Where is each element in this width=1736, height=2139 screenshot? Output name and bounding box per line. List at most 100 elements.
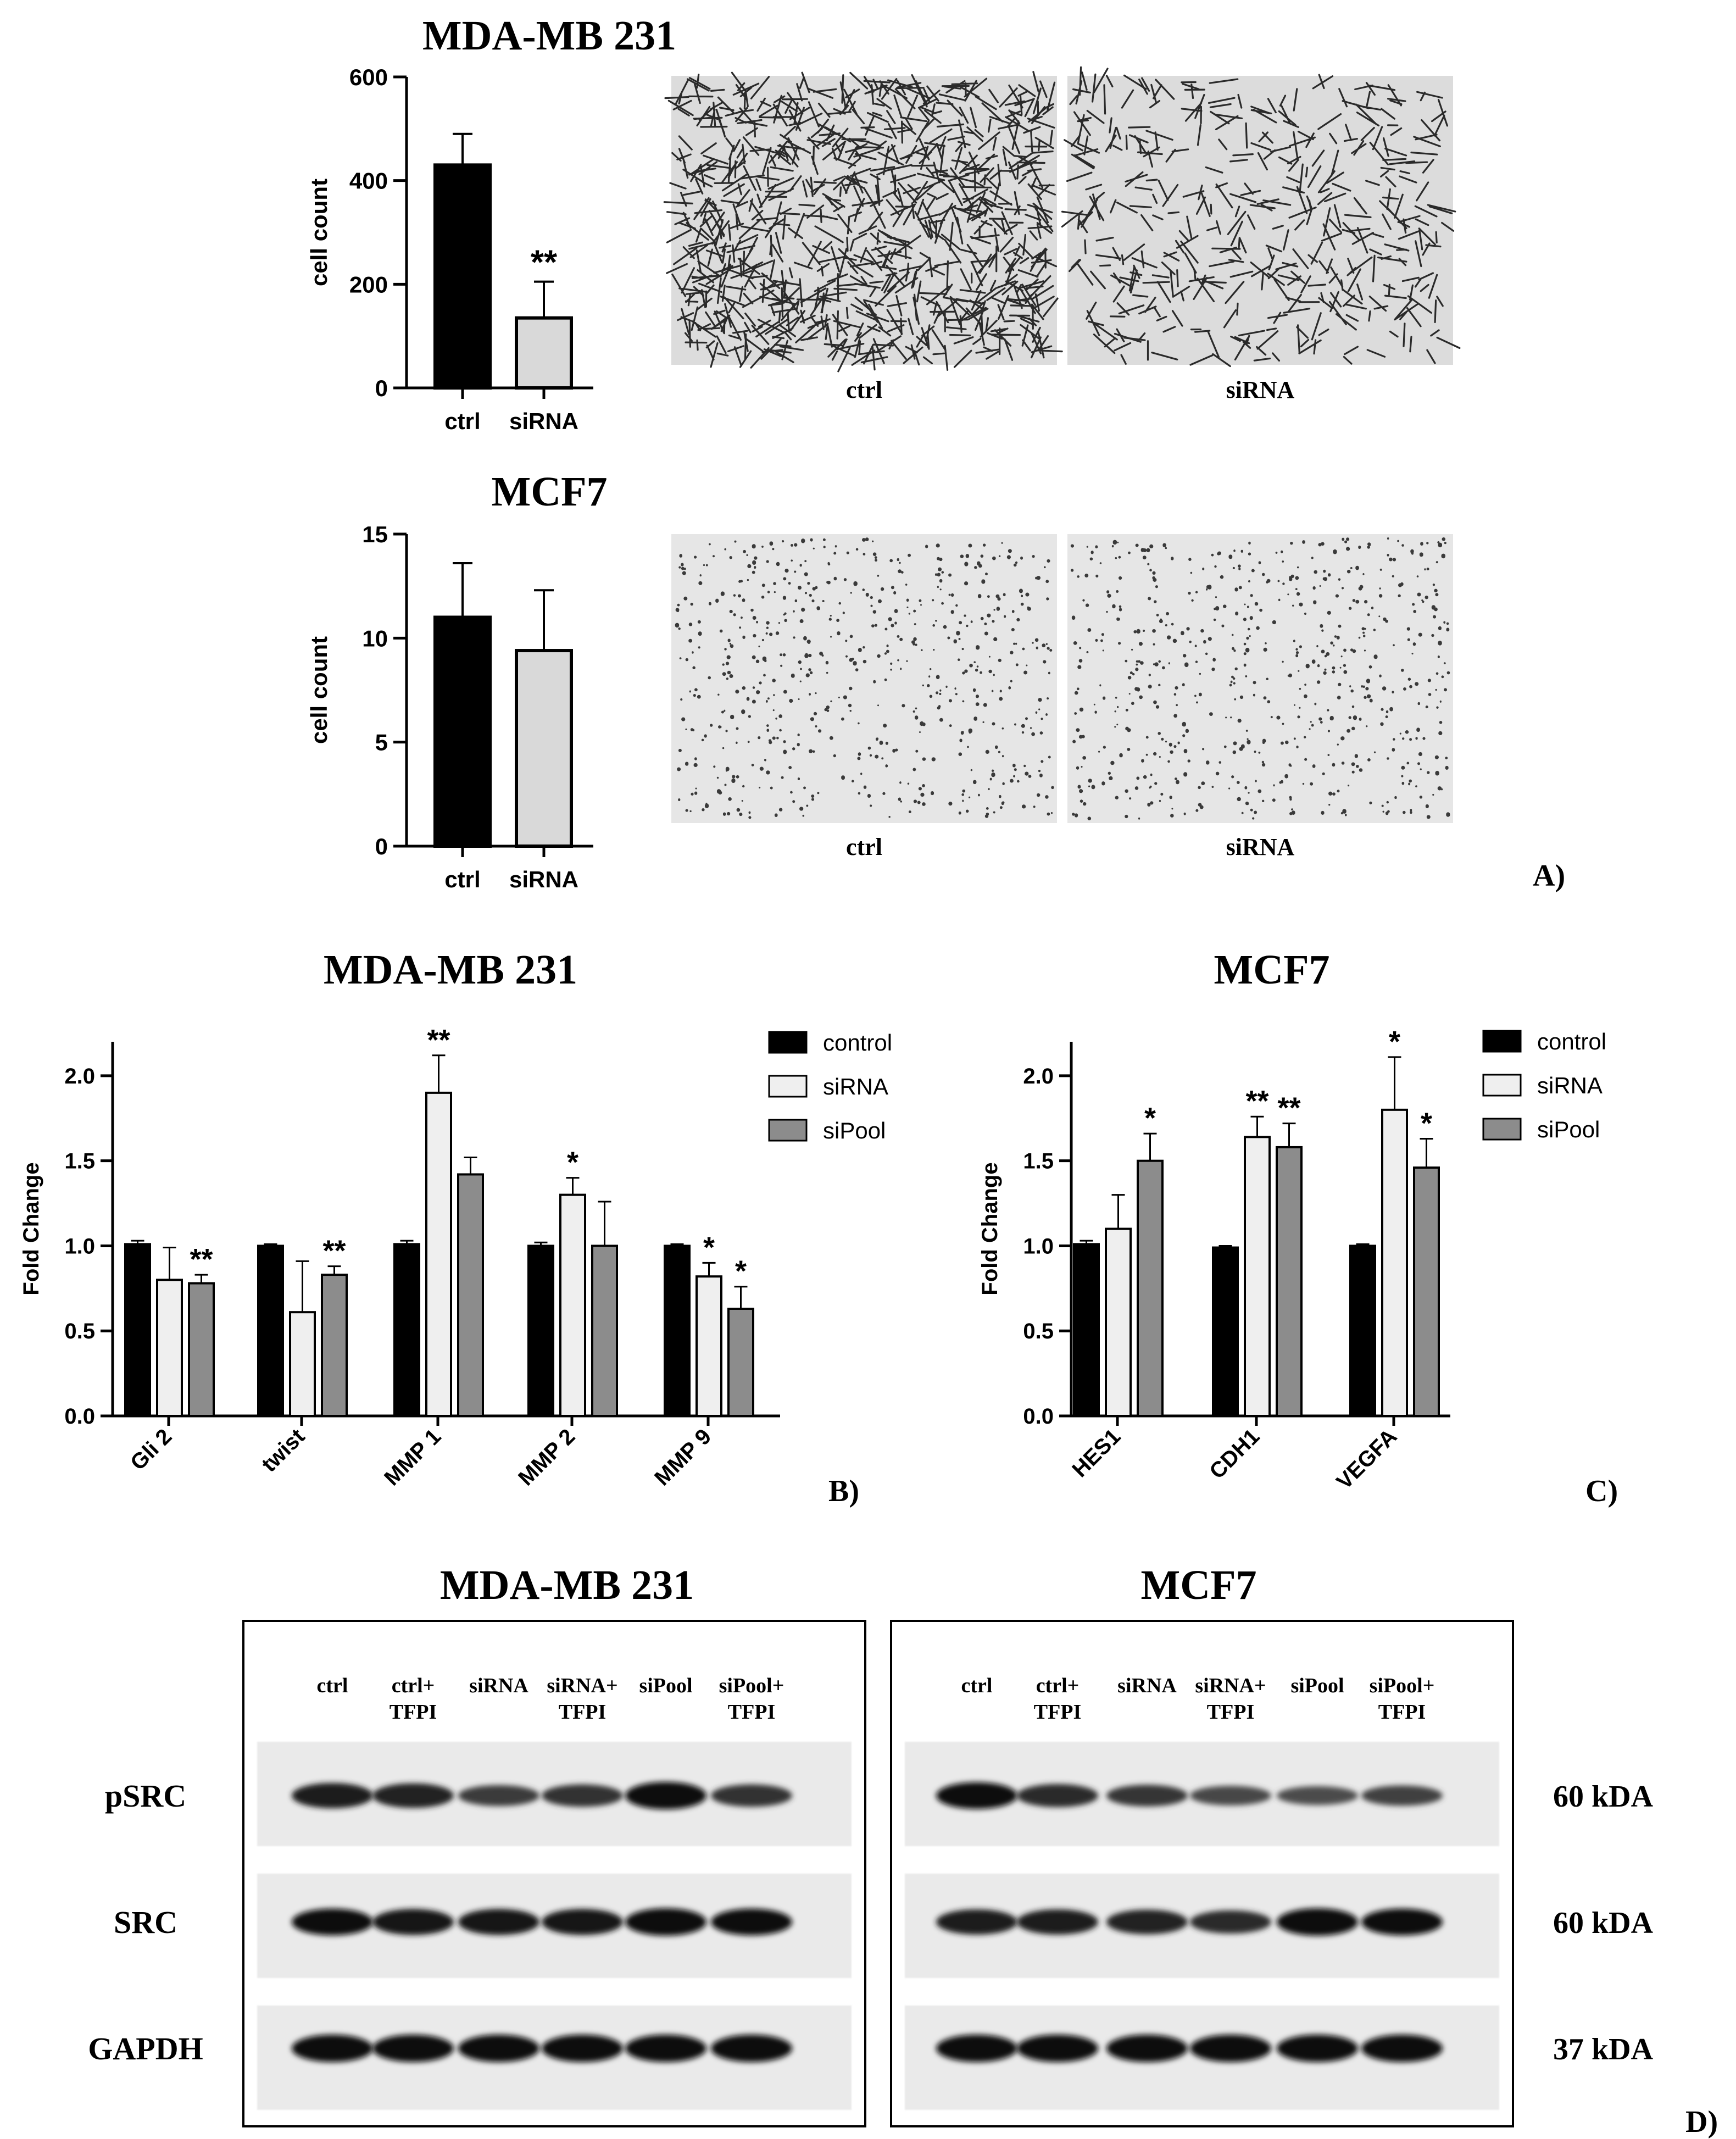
bar-gli-2-sirna (156, 1279, 183, 1417)
micrograph-label: ctrl (846, 834, 882, 860)
y-axis-label: Fold Change (978, 1162, 1002, 1295)
bar-mmp-1-sirna (425, 1091, 452, 1417)
band-src (936, 1909, 1017, 1935)
bar-mmp-2-sipool (591, 1244, 618, 1418)
y-tick-label: 1.0 (64, 1234, 95, 1258)
band-gapdh (1277, 2035, 1358, 2062)
band-psrc (1277, 1786, 1358, 1805)
western-blot-panel: ctrl ctrl+ TFPI siRNA siRNA+ TFPI siPool siPool… (88, 1562, 1654, 2127)
bar-hes1-sirna (1105, 1227, 1132, 1417)
band-src (1277, 1908, 1358, 1936)
y-tick-label: 0 (375, 375, 388, 401)
band-psrc (458, 1785, 539, 1807)
lane-label: TFPI (1034, 1701, 1082, 1724)
lane-label: siRNA+ (547, 1674, 617, 1697)
y-tick-label: 1.5 (64, 1149, 95, 1174)
significance-mark: * (1389, 1025, 1400, 1058)
x-tick-label-ctrl: ctrl (444, 866, 480, 892)
lane-label: siPool (639, 1674, 692, 1697)
band-psrc (542, 1784, 623, 1807)
x-tick-label-cdh1: CDH1 (1205, 1424, 1264, 1484)
significance-mark: * (1144, 1102, 1156, 1135)
chart-title: MDA-MB 231 (422, 13, 676, 59)
band-src (625, 1908, 706, 1936)
y-tick-label: 2.0 (64, 1064, 95, 1088)
band-psrc (625, 1782, 706, 1809)
x-tick-label-twist: twist (257, 1424, 310, 1477)
legend-swatch-sirna (1482, 1074, 1522, 1097)
y-tick-label: 15 (362, 521, 388, 547)
chart-title: MCF7 (1214, 947, 1329, 993)
bar-mmp-9-sirna (695, 1275, 722, 1417)
bar-mmp-2-sirna (559, 1193, 586, 1417)
significance-mark: ** (531, 244, 558, 282)
molecular-weight-label: 60 kDA (1553, 1780, 1654, 1814)
y-tick-label: 2.0 (1023, 1064, 1054, 1088)
y-tick-label: 400 (349, 168, 388, 194)
bar-sirna (515, 316, 573, 390)
micrograph-label: siRNA (1226, 834, 1295, 860)
micrograph-mda-mb-231-ctrl (663, 71, 1063, 373)
band-gapdh (292, 2035, 373, 2062)
bar-vegfa-sipool (1413, 1166, 1440, 1418)
lane-label: ctrl (961, 1674, 993, 1697)
x-tick-label-mmp-1: MMP 1 (380, 1424, 446, 1490)
band-src (1017, 1909, 1098, 1935)
y-tick-label: 10 (362, 625, 388, 651)
lane-label: siPool (1290, 1674, 1344, 1697)
y-tick-label: 0.5 (64, 1319, 95, 1343)
bar-cdh1-sipool (1276, 1146, 1303, 1418)
bar-twist-sipool (321, 1274, 348, 1418)
x-tick-label-mmp-2: MMP 2 (514, 1424, 580, 1490)
legend-swatch-control (768, 1031, 808, 1054)
bar-hes1-control (1073, 1243, 1100, 1418)
legend-label-sirna: siRNA (1537, 1073, 1603, 1098)
y-tick-label: 0 (375, 834, 388, 859)
y-tick-label: 600 (349, 64, 388, 90)
lane-label: ctrl (317, 1674, 348, 1697)
micrograph-mcf7-ctrl (671, 534, 1057, 823)
panel-letter-d: D) (1685, 2105, 1718, 2139)
chart-a-mdamb231-cell-count: MDA-MB 231 0 200 400 600 cell count ctrl siRNA *… (306, 13, 676, 434)
x-tick-label-mmp-9: MMP 9 (650, 1424, 716, 1490)
band-src (1106, 1909, 1188, 1935)
band-psrc (1190, 1786, 1271, 1805)
lane-label: TFPI (559, 1701, 607, 1724)
panel-letter-c: C) (1585, 1474, 1618, 1508)
y-tick-label: 0.5 (1023, 1319, 1054, 1343)
significance-mark: ** (1245, 1085, 1268, 1118)
lane-label: ctrl+ (392, 1674, 435, 1697)
legend-label-sirna: siRNA (823, 1074, 888, 1099)
band-src (1190, 1910, 1271, 1934)
y-tick-label: 0.0 (1023, 1404, 1054, 1429)
micrograph-background (1067, 534, 1453, 823)
lane-label: siPool+ (1370, 1674, 1435, 1697)
significance-mark: ** (322, 1235, 346, 1268)
bar-mmp-9-control (664, 1244, 691, 1418)
band-psrc (936, 1782, 1017, 1809)
band-gapdh (625, 2035, 706, 2062)
micrograph-background (1067, 76, 1453, 365)
y-axis-label: Fold Change (19, 1162, 43, 1295)
lane-label: TFPI (1207, 1701, 1255, 1724)
x-tick-label-vegfa: VEGFA (1332, 1424, 1401, 1494)
significance-mark: * (703, 1231, 715, 1264)
legend-swatch-sirna (768, 1075, 808, 1098)
y-tick-label: 200 (349, 271, 388, 297)
y-tick-label: 1.0 (1023, 1234, 1054, 1258)
bar-twist-control (257, 1244, 284, 1418)
band-gapdh (372, 2035, 454, 2062)
bar-sirna (515, 649, 573, 848)
x-tick-label-hes1: HES1 (1067, 1424, 1125, 1482)
x-tick-label-sirna: siRNA (509, 408, 578, 434)
y-tick-label: 5 (375, 730, 388, 755)
band-psrc (1017, 1784, 1098, 1808)
significance-mark: ** (1277, 1092, 1300, 1125)
micrograph-background (671, 534, 1057, 823)
molecular-weight-label: 60 kDA (1553, 1906, 1654, 1940)
significance-mark: ** (427, 1024, 450, 1057)
x-tick-label-gli-2: Gli 2 (126, 1424, 176, 1475)
lane-label: ctrl+ (1036, 1674, 1080, 1697)
band-gapdh (458, 2035, 539, 2062)
bar-vegfa-sirna (1381, 1108, 1408, 1418)
